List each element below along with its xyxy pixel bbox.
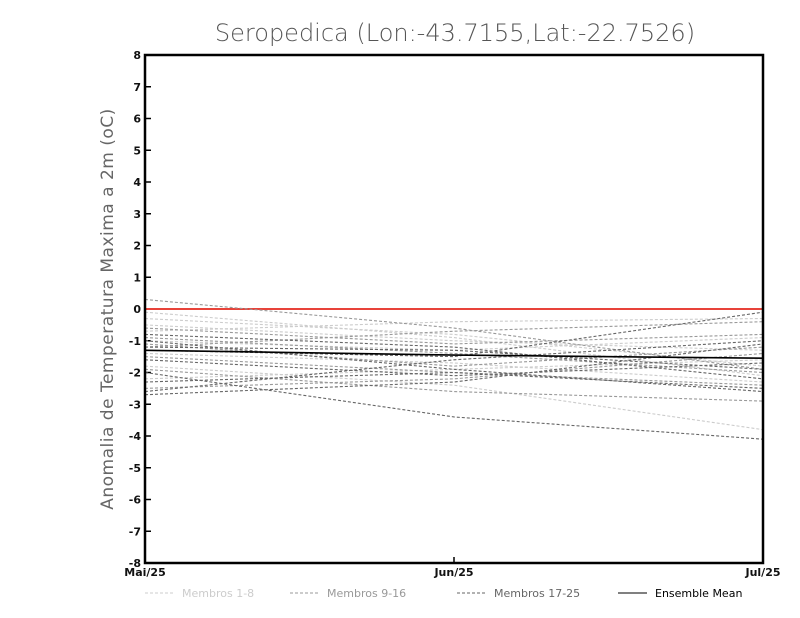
y-tick-label: -1 xyxy=(129,335,141,348)
member-line-3 xyxy=(144,365,764,431)
y-tick-label: 0 xyxy=(133,303,141,316)
y-tick-label: 7 xyxy=(133,81,141,94)
y-tick-label: -6 xyxy=(129,494,142,507)
y-tick-label: 1 xyxy=(133,271,141,284)
member-line-22 xyxy=(144,340,764,393)
y-tick-label: -3 xyxy=(129,398,141,411)
x-tick-label: Mai/25 xyxy=(124,566,165,579)
member-line-20 xyxy=(144,333,764,380)
member-line-11 xyxy=(144,356,764,386)
member-line-23 xyxy=(144,340,764,393)
legend: Membros 1-8 Membros 9-16 Membros 17-25 Ense… xyxy=(145,587,742,600)
legend-label-2: Membros 9-16 xyxy=(327,587,406,600)
plot-frame xyxy=(143,53,765,565)
y-tick-label: 6 xyxy=(133,113,141,126)
ensemble-mean-line xyxy=(144,349,764,360)
x-tick-label: Jun/25 xyxy=(433,566,473,579)
y-tick-label: 8 xyxy=(133,49,141,62)
chart-title: Seropedica (Lon:-43.7155,Lat:-22.7526) xyxy=(215,19,695,47)
member-line-6 xyxy=(144,352,764,383)
y-tick-label: 3 xyxy=(133,208,141,221)
y-tick-label: 4 xyxy=(133,176,141,189)
member-line-8 xyxy=(144,317,764,367)
x-tick-label: Jul/25 xyxy=(744,566,780,579)
y-tick-label: -7 xyxy=(129,525,141,538)
member-line-9 xyxy=(144,298,764,370)
y-tick-label: -2 xyxy=(129,367,141,380)
legend-label-4: Ensemble Mean xyxy=(655,587,742,600)
member-line-21 xyxy=(144,359,764,377)
member-line-10 xyxy=(144,321,764,348)
legend-label-3: Membros 17-25 xyxy=(494,587,580,600)
member-line-25 xyxy=(144,346,764,370)
member-line-4 xyxy=(144,337,764,351)
plot-area: -8 -7 -6 -5 -4 -3 -2 -1 0 1 2 3 4 5 6 7 8 Mai/25 Jun/25 Jul… xyxy=(124,49,780,579)
y-tick-label: 2 xyxy=(133,240,141,253)
y-tick-label: -4 xyxy=(129,430,142,443)
member-line-5 xyxy=(144,317,764,332)
member-line-19 xyxy=(144,311,764,358)
y-tick-label: -5 xyxy=(129,462,141,475)
member-line-15 xyxy=(144,368,764,402)
y-axis-label: Anomalia de Temperatura Maxima a 2m (oC) xyxy=(98,108,118,510)
member-line-13 xyxy=(144,337,764,374)
member-line-24 xyxy=(144,371,764,389)
legend-label-1: Membros 1-8 xyxy=(182,587,254,600)
member-line-17 xyxy=(144,371,764,440)
member-line-14 xyxy=(144,327,764,345)
y-tick-label: -8 xyxy=(129,557,141,570)
member-line-16 xyxy=(144,343,764,367)
member-line-12 xyxy=(144,352,764,389)
y-tick-label: 5 xyxy=(133,144,141,157)
